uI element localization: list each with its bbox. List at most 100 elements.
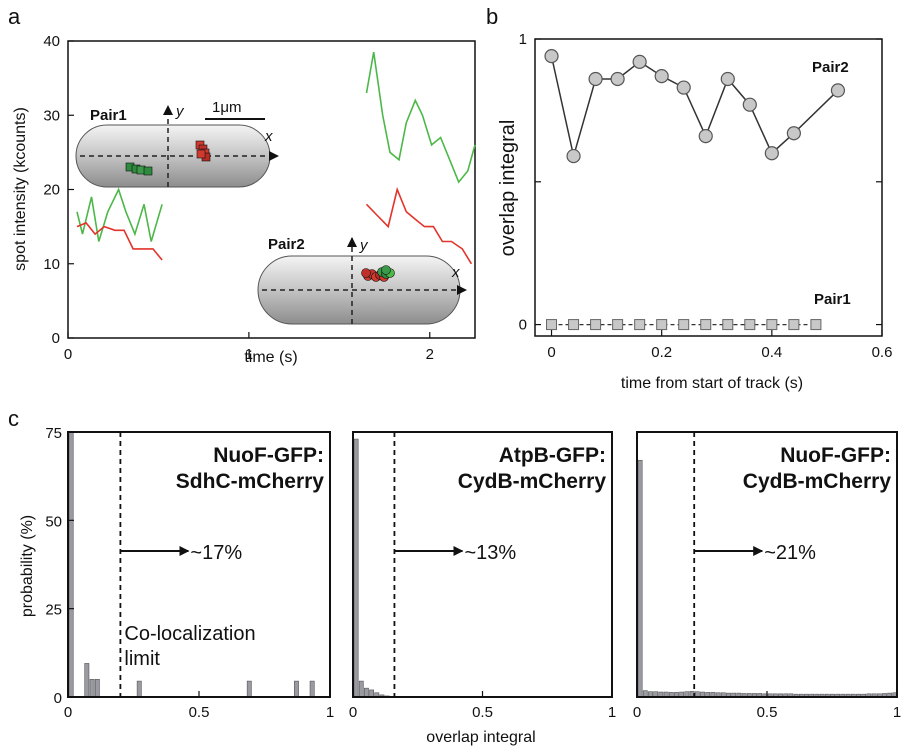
scale-bar-label: 1μm <box>212 99 241 116</box>
overlap-point-pair1 <box>568 319 580 331</box>
panel-b-ytick-label: 1 <box>519 31 527 48</box>
histogram-xtick-label: 1 <box>608 704 616 721</box>
overlap-point-pair1 <box>788 319 800 331</box>
histogram-bar <box>246 680 252 698</box>
panel-b-xtick-label: 0.6 <box>872 344 893 361</box>
overlap-point-pair1 <box>744 319 756 331</box>
panel-letter-c: c <box>8 406 19 431</box>
overlap-point-pair2 <box>742 97 757 112</box>
overlap-point-pair2 <box>786 126 801 141</box>
panel-b-ytick-label: 0 <box>519 317 527 334</box>
panel-a-xtick-label: 0 <box>64 346 72 363</box>
panel-b-xtick-label: 0 <box>547 344 555 361</box>
histogram-title-line: SdhC-mCherry <box>176 470 325 493</box>
pair2-cell-inset: y x Pair2 <box>257 236 467 325</box>
fraction-label: ~17% <box>190 542 242 564</box>
overlap-point-pair2 <box>654 69 669 84</box>
panel-a-ylabel: spot intensity (kcounts) <box>12 107 29 271</box>
overlap-point-pair1 <box>678 319 690 331</box>
fraction-label: ~13% <box>464 542 516 564</box>
histogram-bar <box>353 438 359 698</box>
panel-b-xlabel: time from start of track (s) <box>621 375 803 392</box>
overlap-point-pair2 <box>830 83 846 98</box>
histogram-title-line: NuoF-GFP: <box>780 444 891 467</box>
panel-a-xtick-label: 1 <box>245 346 253 363</box>
panel-b-ylabel: overlap integral <box>497 120 519 257</box>
histogram-3: ~21% NuoF-GFP: CydB-mCherry 0 0.5 1 <box>633 431 901 721</box>
overlap-line-pair2 <box>550 55 839 157</box>
histogram-bar <box>89 679 95 698</box>
panel-b-axes: 0 0.2 0.4 0.6 0 1 <box>519 31 893 361</box>
panel-a-ytick-label: 20 <box>43 182 60 199</box>
histogram-title-line: NuoF-GFP: <box>213 444 324 467</box>
colocalization-limit-label: Co-localization <box>124 623 255 645</box>
panel-a-ytick-label: 0 <box>52 330 60 347</box>
panel-a-ytick-label: 40 <box>43 33 60 50</box>
pair2-green-spot <box>381 265 391 275</box>
histogram-ytick-label: 50 <box>45 513 62 530</box>
panel-letter-b: b <box>486 4 498 29</box>
histogram-xtick-label: 0.5 <box>472 704 493 721</box>
histogram-ytick-label: 0 <box>54 690 62 707</box>
histogram-xtick-label: 0.5 <box>189 704 210 721</box>
overlap-point-pair1 <box>656 319 668 331</box>
pair1-series-label: Pair1 <box>814 291 851 308</box>
panel-a-series <box>76 51 476 265</box>
panel-a-intensity-traces: 0 10 20 30 40 0 1 2 time (s) spot intensity (kc… <box>12 33 476 366</box>
pair2-x-label: x <box>451 264 460 281</box>
panel-c-ylabel: probability (%) <box>19 515 36 617</box>
panel-c-xlabel: overlap integral <box>426 729 535 746</box>
panel-b-xtick-label: 0.2 <box>651 344 672 361</box>
panel-b-overlap-vs-time: 0 0.2 0.4 0.6 0 1 Pair2 Pair1 time from start… <box>497 31 892 392</box>
pair2-series-label: Pair2 <box>812 59 849 76</box>
histogram-xtick-label: 0 <box>349 704 357 721</box>
histogram-bar <box>369 689 375 698</box>
histogram-title-line: CydB-mCherry <box>458 470 607 493</box>
pair1-red-spot <box>196 149 206 159</box>
histogram-bar <box>364 687 369 698</box>
overlap-point-pair1 <box>722 319 734 331</box>
overlap-point-pair2 <box>588 71 603 87</box>
pair1-y-label: y <box>175 103 185 120</box>
pair1-x-label: x <box>264 128 273 145</box>
overlap-point-pair2 <box>698 128 713 144</box>
pair2-cell-body <box>257 255 461 325</box>
overlap-point-pair2 <box>632 54 647 69</box>
fraction-label: ~21% <box>764 542 816 564</box>
histogram-bar <box>637 459 643 698</box>
intensity-trace-red <box>76 221 163 261</box>
pair1-label: Pair1 <box>90 107 127 124</box>
pair2-label: Pair2 <box>268 236 305 253</box>
overlap-point-pair1 <box>700 319 712 331</box>
overlap-point-pair2 <box>544 49 559 64</box>
overlap-point-pair1 <box>546 319 558 331</box>
panel-a-xtick-label: 2 <box>426 346 434 363</box>
overlap-point-pair1 <box>810 319 822 331</box>
pair2-red-spot <box>361 268 371 278</box>
intensity-trace-green <box>76 187 163 242</box>
histogram-bar <box>68 431 74 698</box>
panel-b-frame <box>534 38 883 337</box>
histogram-bar <box>94 679 100 698</box>
panel-letter-a: a <box>8 4 21 29</box>
histogram-title-line: AtpB-GFP: <box>499 444 606 467</box>
histogram-1: ~17% NuoF-GFP: SdhC-mCherry Co-localization… <box>45 425 334 721</box>
overlap-point-pair2 <box>676 80 691 95</box>
colocalization-limit-label: limit <box>124 648 160 670</box>
pair1-cell-inset: y x Pair1 1μm <box>75 99 279 188</box>
overlap-point-pair2 <box>764 146 779 161</box>
histogram-xtick-label: 1 <box>893 704 901 721</box>
overlap-point-pair1 <box>590 319 602 331</box>
panel-a-ytick-label: 10 <box>43 256 60 273</box>
histogram-bar <box>84 663 90 698</box>
histogram-title-line: CydB-mCherry <box>743 470 892 493</box>
histogram-xtick-label: 0.5 <box>757 704 778 721</box>
histogram-bar <box>294 680 299 698</box>
panel-b-series <box>544 49 846 331</box>
intensity-trace-green <box>365 51 476 184</box>
histogram-bar <box>136 680 142 698</box>
panel-c-histograms: ~17% NuoF-GFP: SdhC-mCherry Co-localization… <box>19 425 901 746</box>
histogram-ytick-label: 75 <box>45 425 62 442</box>
panel-a-xlabel: time (s) <box>244 349 297 366</box>
